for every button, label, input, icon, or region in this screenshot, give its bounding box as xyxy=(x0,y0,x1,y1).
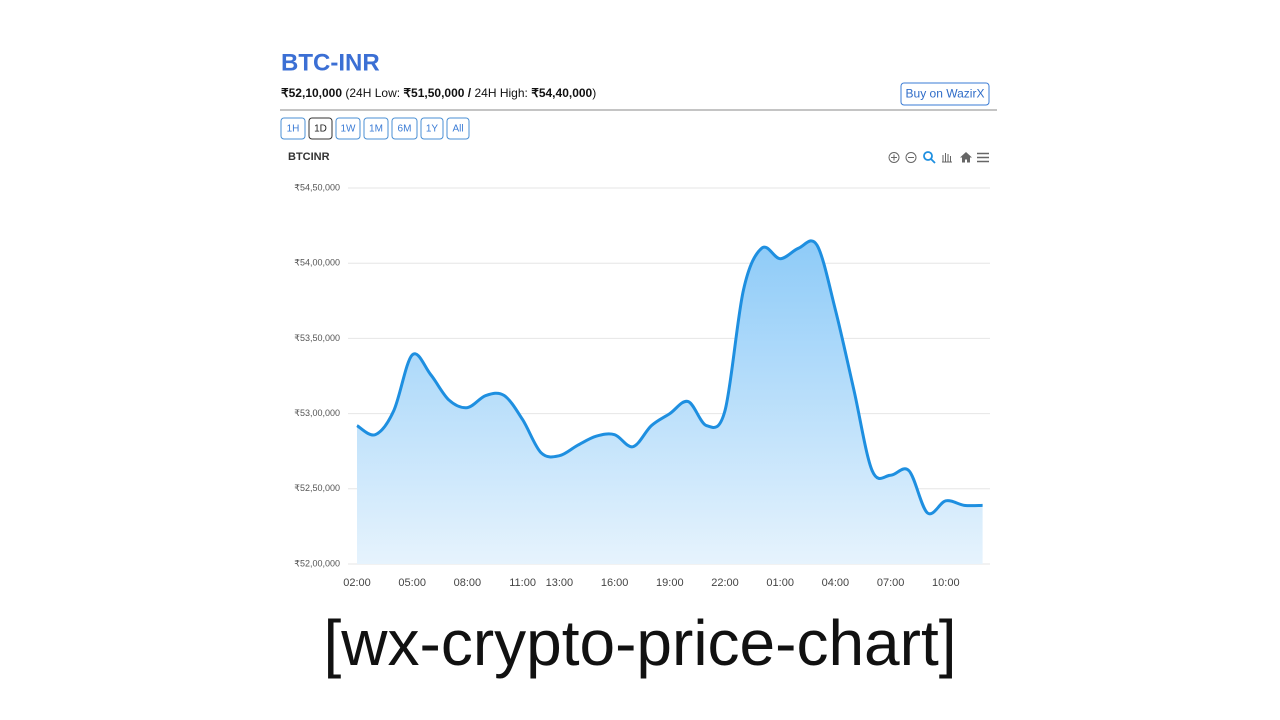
zoom-out-icon[interactable] xyxy=(905,152,917,163)
range-button[interactable]: All xyxy=(446,117,470,140)
x-tick-label: 22:00 xyxy=(711,577,739,589)
button-frame[interactable] xyxy=(391,117,418,140)
x-tick-label: 19:00 xyxy=(656,577,684,589)
button-label[interactable]: 1D xyxy=(314,124,327,135)
zoom-in-icon[interactable] xyxy=(888,152,900,163)
buy-button[interactable]: Buy on WazirX xyxy=(900,82,990,106)
range-buttons: 1H 1D 1W 1M 6M 1Y All xyxy=(280,117,470,140)
x-tick-label: 10:00 xyxy=(932,577,960,589)
price-line: ₹52,10,000 (24H Low: ₹51,50,000 / 24H Hi… xyxy=(281,86,596,100)
pan-icon[interactable] xyxy=(942,153,952,163)
button-frame[interactable] xyxy=(363,117,389,140)
button-label[interactable]: Buy on WazirX xyxy=(906,87,985,101)
high-label: 24H High: xyxy=(474,86,527,100)
x-tick-label: 05:00 xyxy=(398,577,426,589)
button-label[interactable]: All xyxy=(452,124,463,135)
button-frame[interactable] xyxy=(900,82,990,106)
button-label[interactable]: 1H xyxy=(287,124,300,135)
zoom-icon[interactable] xyxy=(923,151,936,164)
x-tick-label: 13:00 xyxy=(546,577,574,589)
x-tick-label: 01:00 xyxy=(766,577,794,589)
chart-title: BTCINR xyxy=(288,151,330,163)
price: ₹52,10,000 xyxy=(281,86,342,100)
button-label[interactable]: 1W xyxy=(341,124,357,135)
y-tick-label: ₹54,50,000 xyxy=(294,182,340,192)
range-button[interactable]: 6M xyxy=(391,117,418,140)
range-button[interactable]: 1D xyxy=(308,117,333,140)
button-label[interactable]: 1Y xyxy=(426,124,439,135)
high-price: ₹54,40,000 xyxy=(531,86,592,100)
x-tick-label: 04:00 xyxy=(822,577,850,589)
separator: / xyxy=(468,86,472,100)
menu-icon[interactable] xyxy=(977,152,989,163)
caption: [wx-crypto-price-chart] xyxy=(324,607,957,679)
button-label[interactable]: 6M xyxy=(398,124,412,135)
page-title: BTC-INR xyxy=(281,49,380,76)
low-label: (24H Low: xyxy=(345,86,400,100)
y-tick-label: ₹53,00,000 xyxy=(294,408,340,418)
button-frame[interactable] xyxy=(280,117,306,140)
range-button[interactable]: 1M xyxy=(363,117,389,140)
area xyxy=(357,240,983,564)
plot: ₹52,00,000 ₹52,50,000 ₹53,00,000 ₹53,50,000… xyxy=(294,182,990,589)
y-tick-label: ₹53,50,000 xyxy=(294,333,340,343)
button-frame[interactable] xyxy=(420,117,444,140)
close-paren: ) xyxy=(592,86,596,100)
y-tick-label: ₹52,50,000 xyxy=(294,483,340,493)
y-tick-label: ₹52,00,000 xyxy=(294,558,340,568)
reset-icon[interactable] xyxy=(960,152,972,163)
x-tick-label: 11:00 xyxy=(509,577,536,589)
chart-toolbar xyxy=(888,151,989,164)
range-button[interactable]: 1Y xyxy=(420,117,444,140)
x-tick-label: 16:00 xyxy=(601,577,629,589)
range-button[interactable]: 1W xyxy=(335,117,361,140)
line xyxy=(356,239,983,516)
button-label[interactable]: 1M xyxy=(369,124,383,135)
x-tick-label: 02:00 xyxy=(343,577,371,589)
y-tick-label: ₹54,00,000 xyxy=(294,258,340,268)
low-price: ₹51,50,000 xyxy=(403,86,464,100)
button-frame[interactable] xyxy=(446,117,470,140)
button-frame[interactable] xyxy=(308,117,333,140)
range-button[interactable]: 1H xyxy=(280,117,306,140)
x-tick-label: 08:00 xyxy=(454,577,482,589)
x-tick-label: 07:00 xyxy=(877,577,905,589)
button-frame[interactable] xyxy=(335,117,361,140)
